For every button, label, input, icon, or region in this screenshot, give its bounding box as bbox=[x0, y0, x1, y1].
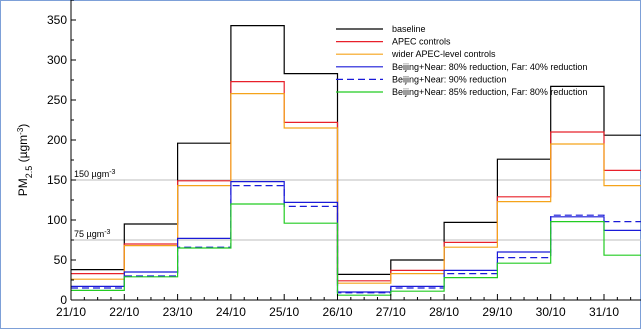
legend-label-3: Beijing+Near: 80% reduction, Far: 40% re… bbox=[392, 62, 587, 72]
legend-label-1: APEC controls bbox=[392, 37, 451, 47]
legend-label-0: baseline bbox=[392, 24, 426, 34]
x-tick-label: 25/10 bbox=[269, 305, 299, 319]
x-tick-label: 30/10 bbox=[536, 305, 566, 319]
y-tick-label: 50 bbox=[54, 253, 68, 267]
x-tick-label: 22/10 bbox=[109, 305, 139, 319]
reference-label-75: 75 µgm-3 bbox=[74, 229, 111, 240]
series-line-3 bbox=[71, 181, 641, 293]
x-tick-label: 23/10 bbox=[163, 305, 193, 319]
y-axis-label: PM2.5 (µgm-3) bbox=[16, 124, 35, 197]
legend-label-2: wider APEC-level controls bbox=[391, 49, 496, 59]
reference-label-150: 150 µgm-3 bbox=[74, 169, 116, 180]
x-tick-label: 28/10 bbox=[429, 305, 459, 319]
y-tick-label: 100 bbox=[47, 213, 67, 227]
series-line-2 bbox=[71, 93, 641, 284]
y-tick-label: 0 bbox=[60, 293, 67, 307]
x-tick-label: 24/10 bbox=[216, 305, 246, 319]
x-tick-label: 29/10 bbox=[482, 305, 512, 319]
y-tick-label: 200 bbox=[47, 133, 67, 147]
x-tick-label: 27/10 bbox=[376, 305, 406, 319]
x-tick-label: 21/10 bbox=[56, 305, 86, 319]
x-tick-label: 31/10 bbox=[589, 305, 619, 319]
x-tick-label: 26/10 bbox=[322, 305, 352, 319]
legend-label-5: Beijing+Near: 85% reduction, Far: 80% re… bbox=[392, 87, 587, 97]
axes: 0 50 100 150 200 250 300 350 21/10 22/10 23/10 24/1… bbox=[47, 0, 641, 319]
y-tick-label: 250 bbox=[47, 93, 67, 107]
legend: baseline APEC controls wider APEC-level co… bbox=[336, 24, 587, 97]
series-line-5 bbox=[71, 203, 641, 296]
series-lines bbox=[71, 25, 641, 296]
series-line-1 bbox=[71, 81, 641, 282]
y-tick-label: 300 bbox=[47, 53, 67, 67]
y-tick-label: 150 bbox=[47, 173, 67, 187]
y-tick-label: 350 bbox=[47, 13, 67, 27]
legend-label-4: Beijing+Near: 90% reduction bbox=[392, 74, 506, 84]
reference-lines: 150 µgm-3 75 µgm-3 bbox=[71, 169, 641, 241]
